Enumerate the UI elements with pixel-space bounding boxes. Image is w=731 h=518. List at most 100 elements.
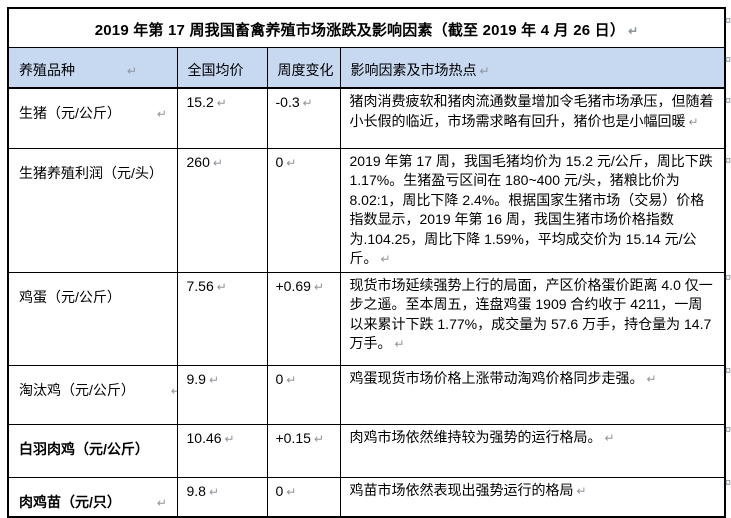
end-of-cell-mark: ↵	[156, 107, 167, 121]
table-row: 鸡蛋（元/公斤）↵ 7.56↵ +0.69↵ 现货市场延续强势上行的局面，产区价…	[7, 271, 726, 366]
factor-text: 猪肉消费疲软和猪肉流通数量增加令毛猪市场承压，但随着小长假的临近，市场需求略有回…	[349, 93, 714, 129]
table-row: 肉鸡苗（元/只） ↵ 9.8 ↵ 0 ↵ 鸡苗市场依然表现出强势运行的格局 ↵	[7, 476, 726, 518]
price-value: 10.46	[186, 429, 222, 446]
species-label: 生猪养殖利润（元/头）	[19, 164, 163, 181]
factor-cell: 猪肉消费疲软和猪肉流通数量增加令毛猪市场承压，但随着小长假的临近，市场需求略有回…	[339, 87, 726, 149]
factor-text: 2019 年第 17 周，我国毛猪均价为 15.2 元/公斤，周比下跌 1.17…	[349, 152, 713, 267]
change-cell: 0 ↵	[266, 364, 341, 425]
column-header-species-label: 养殖品种	[19, 61, 75, 78]
change-value: +0.15	[275, 429, 311, 446]
table-title-cell: 2019 年第 17 周我国畜禽养殖市场涨跌及影响因素（截至 2019 年 4 …	[7, 7, 726, 48]
end-of-row-mark: ¤	[725, 54, 731, 66]
price-cell: 9.9 ↵	[176, 364, 268, 425]
change-cell: 0 ↵	[266, 147, 341, 273]
end-of-cell-mark: ↵	[156, 495, 167, 510]
table-title-row: 2019 年第 17 周我国畜禽养殖市场涨跌及影响因素（截至 2019 年 4 …	[7, 7, 726, 48]
price-cell: 9.8 ↵	[176, 476, 268, 518]
end-of-cell-mark: ↵	[212, 155, 223, 170]
end-of-cell-mark: ↵	[286, 155, 297, 170]
column-header-price: 全国均价	[176, 46, 268, 89]
price-value: 9.9	[186, 370, 206, 387]
change-value: -0.3	[275, 94, 300, 110]
species-label: 鸡蛋（元/公斤）	[19, 288, 121, 305]
column-header-factor-label: 影响因素及市场热点	[350, 61, 477, 78]
table-row: 淘汰鸡（元/公斤）↵ 9.9↵ 0↵ 鸡蛋现货市场价格上涨带动淘鸡价格同步走强。…	[7, 364, 726, 425]
column-header-price-label: 全国均价	[187, 61, 244, 78]
end-of-cell-mark: ↵	[224, 431, 235, 446]
change-cell: +0.15 ↵	[266, 423, 341, 478]
change-cell: +0.69 ↵	[266, 271, 341, 366]
table-row: 生猪养殖利润（元/头）↵ 260↵ 0↵ 2019 年第 17 周，我国毛猪均价…	[7, 147, 726, 273]
end-of-cell-mark: ↵	[208, 484, 220, 499]
end-of-cell-mark: ↵	[171, 384, 176, 398]
end-of-cell-mark: ↵	[216, 279, 227, 294]
table-row: 白羽肉鸡（元/公斤）↵ 10.46↵ +0.15↵ 肉鸡市场依然维持较为强势的运…	[7, 423, 726, 478]
factor-cell: 肉鸡市场依然维持较为强势的运行格局。 ↵	[339, 423, 726, 478]
end-of-cell-mark: ↵	[576, 483, 587, 498]
factor-cell: 2019 年第 17 周，我国毛猪均价为 15.2 元/公斤，周比下跌 1.17…	[339, 147, 726, 273]
end-of-cell-mark: ↵	[380, 252, 391, 266]
species-cell: 白羽肉鸡（元/公斤）↵	[7, 423, 178, 478]
table-title: 2019 年第 17 周我国畜禽养殖市场涨跌及影响因素（截至 2019 年 4 …	[94, 22, 626, 39]
end-of-row-mark: ¤	[725, 272, 731, 284]
column-header-change-label: 周度变化	[277, 61, 334, 78]
table-row: 生猪（元/公斤） ↵ 15.2 ↵ -0.3 ↵ 猪肉消费疲软和猪肉流通数量增加令毛猪…	[7, 87, 726, 149]
factor-cell: 鸡蛋现货市场价格上涨带动淘鸡价格同步走强。 ↵	[339, 364, 726, 425]
species-label: 生猪（元/公斤）	[19, 105, 121, 121]
price-cell: 7.56 ↵	[176, 271, 268, 366]
end-of-cell-mark: ↵	[479, 63, 490, 78]
end-of-row-mark: ¤	[725, 424, 731, 436]
end-of-row-mark: ¤	[725, 95, 731, 107]
end-of-cell-mark: ↵	[127, 63, 138, 78]
end-of-cell-mark: ↵	[313, 431, 324, 446]
price-value: 7.56	[186, 277, 214, 294]
end-of-row-mark: ¤	[725, 15, 731, 27]
change-value: 0	[275, 370, 284, 387]
end-of-row-mark: ¤	[725, 477, 731, 489]
price-cell: 10.46 ↵	[176, 423, 268, 478]
price-cell: 260 ↵	[176, 147, 268, 273]
change-value: 0	[275, 482, 284, 499]
column-header-factor: 影响因素及市场热点 ↵	[339, 46, 726, 89]
price-value: 9.8	[186, 482, 206, 499]
species-label: 白羽肉鸡（元/公斤）	[19, 440, 149, 457]
change-cell: 0 ↵	[266, 476, 341, 518]
end-of-cell-mark: ↵	[394, 337, 405, 351]
end-of-row-mark: ¤	[725, 365, 731, 377]
end-of-cell-mark: ↵	[216, 96, 227, 110]
end-of-cell-mark: ↵	[286, 484, 297, 499]
end-of-cell-mark: ↵	[646, 371, 657, 386]
price-cell: 15.2 ↵	[176, 87, 268, 149]
end-of-cell-mark: ↵	[628, 24, 639, 38]
factor-text: 现货市场延续强势上行的局面，产区价格蛋价距离 4.0 仅一步之遥。至本周五，连盘…	[349, 276, 713, 352]
factor-text: 鸡苗市场依然表现出强势运行的格局	[349, 481, 574, 498]
species-cell: 淘汰鸡（元/公斤） ↵	[7, 364, 178, 425]
species-cell: 鸡蛋（元/公斤）↵	[7, 271, 178, 366]
end-of-row-mark: ¤	[725, 155, 731, 167]
price-value: 15.2	[186, 94, 214, 110]
column-header-change: 周度变化	[266, 46, 341, 89]
factor-cell: 现货市场延续强势上行的局面，产区价格蛋价距离 4.0 仅一步之遥。至本周五，连盘…	[339, 271, 726, 366]
factor-text: 鸡蛋现货市场价格上涨带动淘鸡价格同步走强。	[349, 369, 644, 386]
factor-cell: 鸡苗市场依然表现出强势运行的格局 ↵	[339, 476, 726, 518]
end-of-cell-mark: ↵	[604, 430, 615, 445]
species-cell: 肉鸡苗（元/只） ↵	[7, 476, 178, 518]
species-label: 淘汰鸡（元/公斤）	[19, 381, 135, 398]
species-cell: 生猪养殖利润（元/头）↵	[7, 147, 178, 273]
species-label: 肉鸡苗（元/只）	[19, 493, 121, 510]
column-header-species: 养殖品种 ↵	[7, 46, 178, 89]
species-cell: 生猪（元/公斤） ↵	[7, 87, 178, 149]
end-of-cell-mark: ↵	[286, 372, 297, 387]
end-of-cell-mark: ↵	[208, 372, 220, 387]
change-value: +0.69	[275, 277, 311, 294]
end-of-cell-mark: ↵	[313, 279, 324, 294]
end-of-cell-mark: ↵	[302, 96, 313, 110]
change-cell: -0.3 ↵	[266, 87, 341, 149]
end-of-cell-mark: ↵	[688, 114, 699, 129]
livestock-market-table: 2019 年第 17 周我国畜禽养殖市场涨跌及影响因素（截至 2019 年 4 …	[7, 7, 727, 518]
price-value: 260	[186, 153, 210, 170]
table-header-row: 养殖品种 ↵ 全国均价 周度变化 影响因素及市场热点 ↵	[7, 46, 726, 89]
change-value: 0	[275, 153, 284, 170]
factor-text: 肉鸡市场依然维持较为强势的运行格局。	[349, 428, 602, 445]
